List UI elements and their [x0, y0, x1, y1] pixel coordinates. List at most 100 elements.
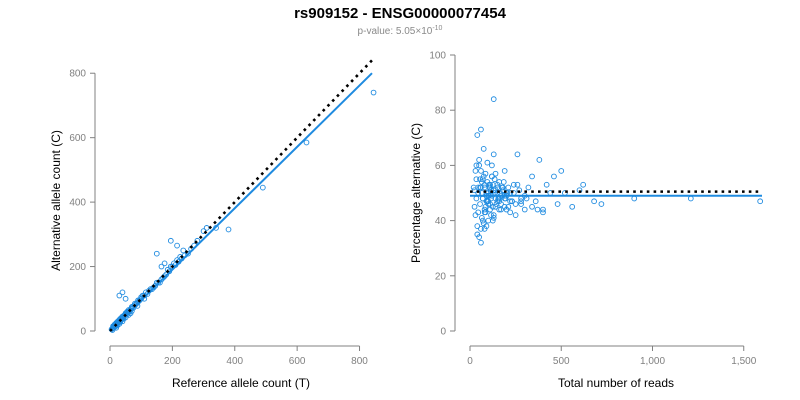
y-tick-label: 600 [69, 133, 86, 144]
data-point [490, 96, 497, 103]
data-point [631, 195, 638, 202]
data-point [532, 198, 539, 205]
data-point [476, 157, 482, 163]
data-point [490, 214, 497, 221]
data-point [480, 145, 487, 152]
data-point [480, 173, 487, 180]
x-tick-label: 200 [164, 356, 181, 367]
y-tick-label: 200 [69, 262, 86, 273]
data-point [490, 212, 497, 218]
data-point [474, 223, 481, 229]
data-point [591, 198, 597, 205]
data-point [478, 184, 484, 191]
data-point [496, 198, 503, 205]
data-point [489, 162, 495, 169]
left-scatter-panel: 0 200 400 600 800 0 200 400 600 800 Reference alle… [49, 59, 377, 390]
data-point [757, 198, 764, 205]
data-point [203, 225, 210, 231]
data-point [185, 250, 191, 257]
data-point [485, 198, 492, 205]
x-axis-title: Reference allele count (T) [172, 376, 310, 390]
data-point [478, 126, 484, 133]
data-point [540, 209, 546, 216]
y-tick-label: 0 [440, 327, 446, 338]
data-point [161, 260, 168, 267]
y-tick-label: 400 [69, 198, 86, 209]
data-point [473, 162, 480, 169]
data-point [149, 286, 155, 292]
y-tick-label: 40 [435, 216, 447, 227]
data-point [480, 220, 487, 227]
data-point [525, 184, 532, 191]
data-point [492, 203, 499, 210]
data-point [534, 206, 541, 213]
data-point [180, 247, 187, 254]
y-tick-label: 800 [69, 69, 86, 80]
regression-fit-line [109, 72, 373, 332]
data-point [499, 184, 505, 191]
data-point [507, 209, 514, 216]
data-point [507, 198, 514, 205]
y-tick-label: 20 [435, 271, 447, 282]
data-point [536, 157, 543, 163]
x-tick-label: 500 [553, 356, 570, 367]
data-point [479, 217, 486, 224]
y-tick-label: 100 [429, 51, 446, 62]
data-point [479, 176, 486, 183]
data-point [598, 201, 605, 207]
p-value-subtitle: p-value: 5.05×10-10 [358, 25, 443, 37]
data-point [479, 195, 486, 202]
data-point [554, 201, 561, 207]
y-tick-label: 80 [435, 106, 447, 117]
data-point [144, 291, 151, 297]
data-point [482, 203, 489, 210]
data-point [487, 206, 493, 213]
data-point [475, 209, 482, 216]
data-point [500, 187, 506, 194]
data-point [493, 201, 500, 207]
data-point [171, 260, 177, 267]
data-point [478, 239, 484, 246]
x-axis-title: Total number of reads [558, 376, 674, 390]
data-point [503, 206, 510, 213]
data-point [194, 237, 201, 244]
data-point [476, 234, 482, 241]
y-tick-label: 0 [80, 327, 86, 338]
data-point [478, 168, 484, 174]
data-point [489, 173, 495, 180]
data-point [475, 184, 482, 191]
data-point [509, 198, 515, 205]
data-point [569, 203, 576, 210]
data-point [510, 181, 517, 188]
data-point [512, 201, 519, 207]
data-point [518, 198, 524, 205]
data-point [484, 159, 491, 166]
data-point [518, 201, 524, 207]
data-point [505, 184, 512, 191]
data-point [551, 173, 557, 180]
x-tick-label: 800 [351, 356, 368, 367]
y-tick-label: 60 [435, 161, 447, 172]
reference-dotted-line [109, 59, 373, 332]
data-point [158, 263, 165, 270]
data-point [471, 187, 478, 194]
data-point [473, 176, 480, 183]
y-axis-title: Alternative allele count (C) [49, 130, 63, 271]
data-point [687, 195, 694, 202]
data-point [158, 276, 165, 283]
data-point [476, 162, 482, 169]
data-point [481, 206, 488, 213]
data-point [543, 181, 550, 188]
p-value-prefix: p-value: 5.05×10 [358, 26, 433, 37]
p-value-exponent: -10 [432, 25, 442, 32]
x-tick-label: 400 [226, 356, 243, 367]
data-point [167, 237, 174, 244]
data-point [492, 170, 499, 177]
data-point [512, 212, 519, 218]
data-point [157, 279, 163, 286]
data-point [478, 226, 484, 232]
data-point [521, 206, 528, 213]
data-point [225, 226, 232, 233]
data-point [481, 209, 488, 216]
